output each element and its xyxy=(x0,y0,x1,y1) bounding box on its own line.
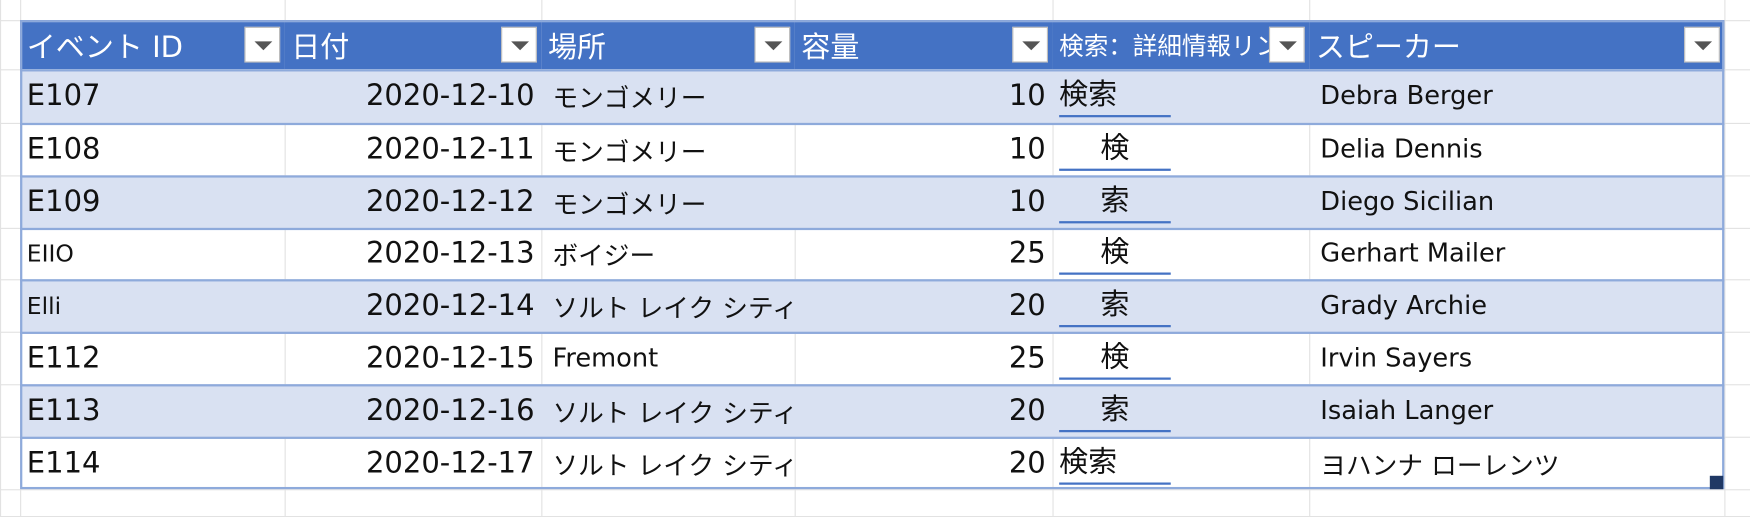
cell: Fremont xyxy=(552,343,659,373)
grid-line xyxy=(794,0,796,516)
cell: Gerhart Mailer xyxy=(1320,239,1506,269)
cell: 20 xyxy=(1008,446,1046,480)
cell: 2020-12-17 xyxy=(365,446,535,480)
cell: EIIO xyxy=(26,240,74,267)
link-cell: 索 xyxy=(1052,384,1309,436)
cell: 20 xyxy=(1008,288,1046,323)
grid-line xyxy=(284,0,286,516)
row-band xyxy=(20,384,1725,439)
cell: 10 xyxy=(1008,184,1046,219)
cell: Delia Dennis xyxy=(1320,134,1483,164)
header-cell: イベント ID xyxy=(20,20,285,70)
cell: ソルト レイク シティ xyxy=(552,399,795,429)
cell: 25 xyxy=(1008,341,1046,375)
cell: 25 xyxy=(1008,236,1046,271)
filter-button[interactable] xyxy=(501,26,537,63)
cell: モンゴメリー xyxy=(552,137,707,167)
hyperlink[interactable]: 検索 xyxy=(1059,75,1171,118)
cell: E112 xyxy=(26,341,101,375)
cell: 20 xyxy=(1008,393,1046,428)
table-border xyxy=(20,20,1725,490)
grid-line xyxy=(1052,0,1054,516)
cell: Irvin Sayers xyxy=(1320,343,1473,373)
header-cell: 場所 xyxy=(541,20,795,70)
hyperlink[interactable]: 検索 xyxy=(1059,442,1171,485)
cell: ボイジー xyxy=(552,242,656,272)
cell: Grady Archie xyxy=(1320,290,1487,320)
link-cell: 索 xyxy=(1052,279,1309,331)
link-cell: 検 xyxy=(1052,228,1309,279)
link-cell: 検索 xyxy=(1052,69,1309,123)
cell: Diego Sicilian xyxy=(1320,187,1495,217)
filter-button[interactable] xyxy=(244,26,281,63)
hyperlink[interactable]: 検 xyxy=(1059,128,1171,171)
cell: E108 xyxy=(26,132,101,166)
hyperlink[interactable]: 検 xyxy=(1059,337,1171,380)
cell: Debra Berger xyxy=(1320,81,1493,111)
grid-line xyxy=(0,489,1750,491)
cell: 10 xyxy=(1008,79,1046,113)
hyperlink[interactable]: 索 xyxy=(1059,284,1171,327)
filter-button[interactable] xyxy=(754,26,791,63)
cell: E109 xyxy=(26,184,101,219)
cell: ソルト レイク シティ xyxy=(552,451,795,481)
filter-button[interactable] xyxy=(1684,26,1720,63)
cell: 2020-12-10 xyxy=(365,79,535,113)
grid-line xyxy=(0,0,2,516)
cell: Isaiah Langer xyxy=(1320,395,1494,425)
filter-button[interactable] xyxy=(1012,26,1048,63)
cell: E107 xyxy=(26,79,101,113)
row-band xyxy=(20,227,1725,282)
link-cell: 検索 xyxy=(1052,437,1309,489)
row-band xyxy=(20,122,1725,178)
link-cell: 検 xyxy=(1052,123,1309,175)
grid-line xyxy=(541,0,543,516)
hyperlink[interactable]: 索 xyxy=(1059,389,1171,432)
link-cell: 検 xyxy=(1052,332,1309,384)
grid-line xyxy=(1309,0,1311,516)
cell: ヨハンナ ローレンツ xyxy=(1320,451,1560,481)
header-cell: 検索：詳細情報リン xyxy=(1052,20,1310,70)
header-cell: スピーカー xyxy=(1309,20,1725,70)
header-cell: 日付 xyxy=(284,20,542,70)
row-band xyxy=(20,69,1725,126)
cell: 10 xyxy=(1008,132,1046,166)
resize-handle xyxy=(1709,475,1724,490)
hyperlink[interactable]: 検 xyxy=(1059,232,1171,275)
row-band xyxy=(20,331,1725,387)
cell: 2020-12-15 xyxy=(365,341,535,375)
cell: Elli xyxy=(26,292,62,319)
link-cell: 索 xyxy=(1052,175,1309,227)
cell: 2020-12-12 xyxy=(365,184,535,219)
cell: モンゴメリー xyxy=(552,84,707,114)
row-band xyxy=(20,279,1725,334)
row-band xyxy=(20,175,1725,231)
filter-button[interactable] xyxy=(1268,26,1305,63)
row-band xyxy=(20,436,1725,492)
cell: モンゴメリー xyxy=(552,190,707,220)
cell: E114 xyxy=(26,446,101,480)
hyperlink[interactable]: 索 xyxy=(1059,180,1171,223)
cell: 2020-12-16 xyxy=(365,393,535,428)
header-cell: 容量 xyxy=(794,20,1053,70)
grid-line xyxy=(1724,0,1726,516)
cell: 2020-12-11 xyxy=(365,132,535,166)
cell: ソルト レイク シティ xyxy=(552,294,795,324)
cell: 2020-12-13 xyxy=(365,236,535,271)
cell: 2020-12-14 xyxy=(365,288,535,323)
cell: E113 xyxy=(26,393,101,428)
